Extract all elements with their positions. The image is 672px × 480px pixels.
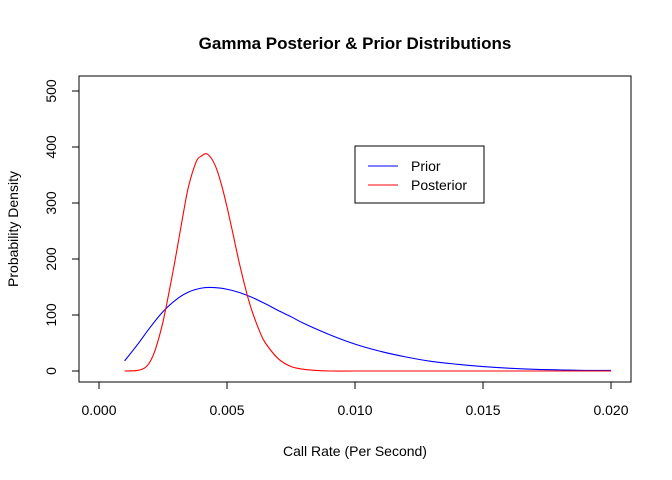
x-tick-label: 0.000 <box>81 402 116 418</box>
y-tick-label: 300 <box>43 191 59 215</box>
series-line-posterior <box>124 153 611 372</box>
series-line-prior <box>124 286 612 372</box>
x-tick-label: 0.005 <box>209 402 244 418</box>
chart-title: Gamma Posterior & Prior Distributions <box>199 34 512 53</box>
y-tick-label: 200 <box>43 247 59 271</box>
y-axis: 0 100 200 300 400 500 <box>43 79 80 375</box>
x-tick-label: 0.010 <box>337 402 372 418</box>
legend-box <box>354 145 485 204</box>
y-tick-label: 0 <box>43 367 59 375</box>
x-axis-label: Call Rate (Per Second) <box>283 443 427 459</box>
y-tick-label: 400 <box>43 135 59 159</box>
legend-label-prior: Prior <box>411 158 441 174</box>
plot-frame <box>78 75 632 383</box>
x-tick-label: 0.020 <box>593 402 628 418</box>
legend: Prior Posterior <box>354 145 485 204</box>
y-tick-label: 500 <box>43 79 59 103</box>
legend-label-posterior: Posterior <box>411 177 467 193</box>
series-layer <box>124 153 612 372</box>
x-axis: 0.000 0.005 0.010 0.015 0.020 <box>81 381 629 418</box>
y-axis-label: Probability Density <box>5 171 21 287</box>
x-tick-label: 0.015 <box>465 402 500 418</box>
y-tick-label: 100 <box>43 303 59 327</box>
